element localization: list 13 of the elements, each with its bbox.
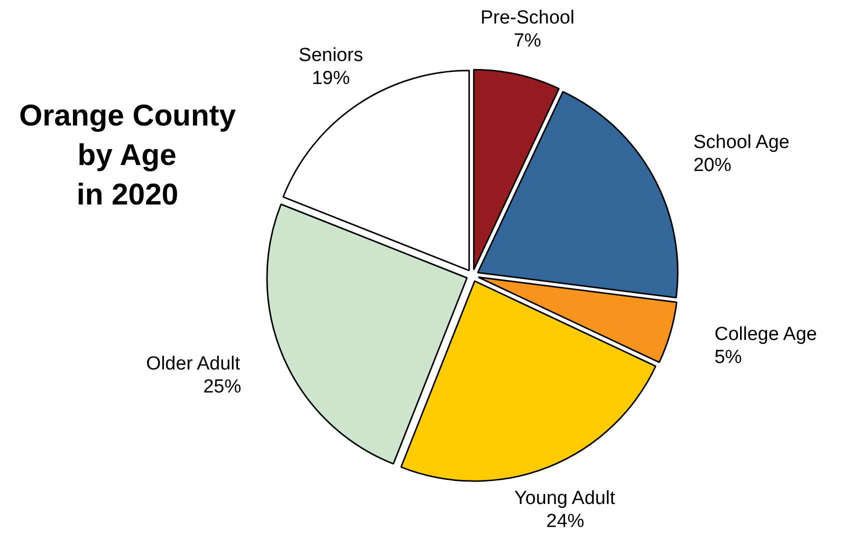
- data-label: 7%: [514, 30, 542, 52]
- slice-label: Seniors: [298, 45, 364, 66]
- slice-label: Pre-School: [480, 8, 574, 29]
- data-label: 25%: [203, 376, 242, 398]
- slice-label: Young Adult: [514, 488, 616, 509]
- text: Orange County by Age in 2020: [19, 99, 236, 212]
- data-label: 24%: [546, 510, 584, 532]
- data-label: 20%: [693, 155, 732, 176]
- slice-label: School Age: [693, 132, 790, 154]
- slice-label: Older Adult: [146, 354, 241, 375]
- data-label: 5%: [714, 346, 742, 368]
- slice-label: College Age: [714, 324, 817, 345]
- data-label: 19%: [312, 68, 350, 90]
